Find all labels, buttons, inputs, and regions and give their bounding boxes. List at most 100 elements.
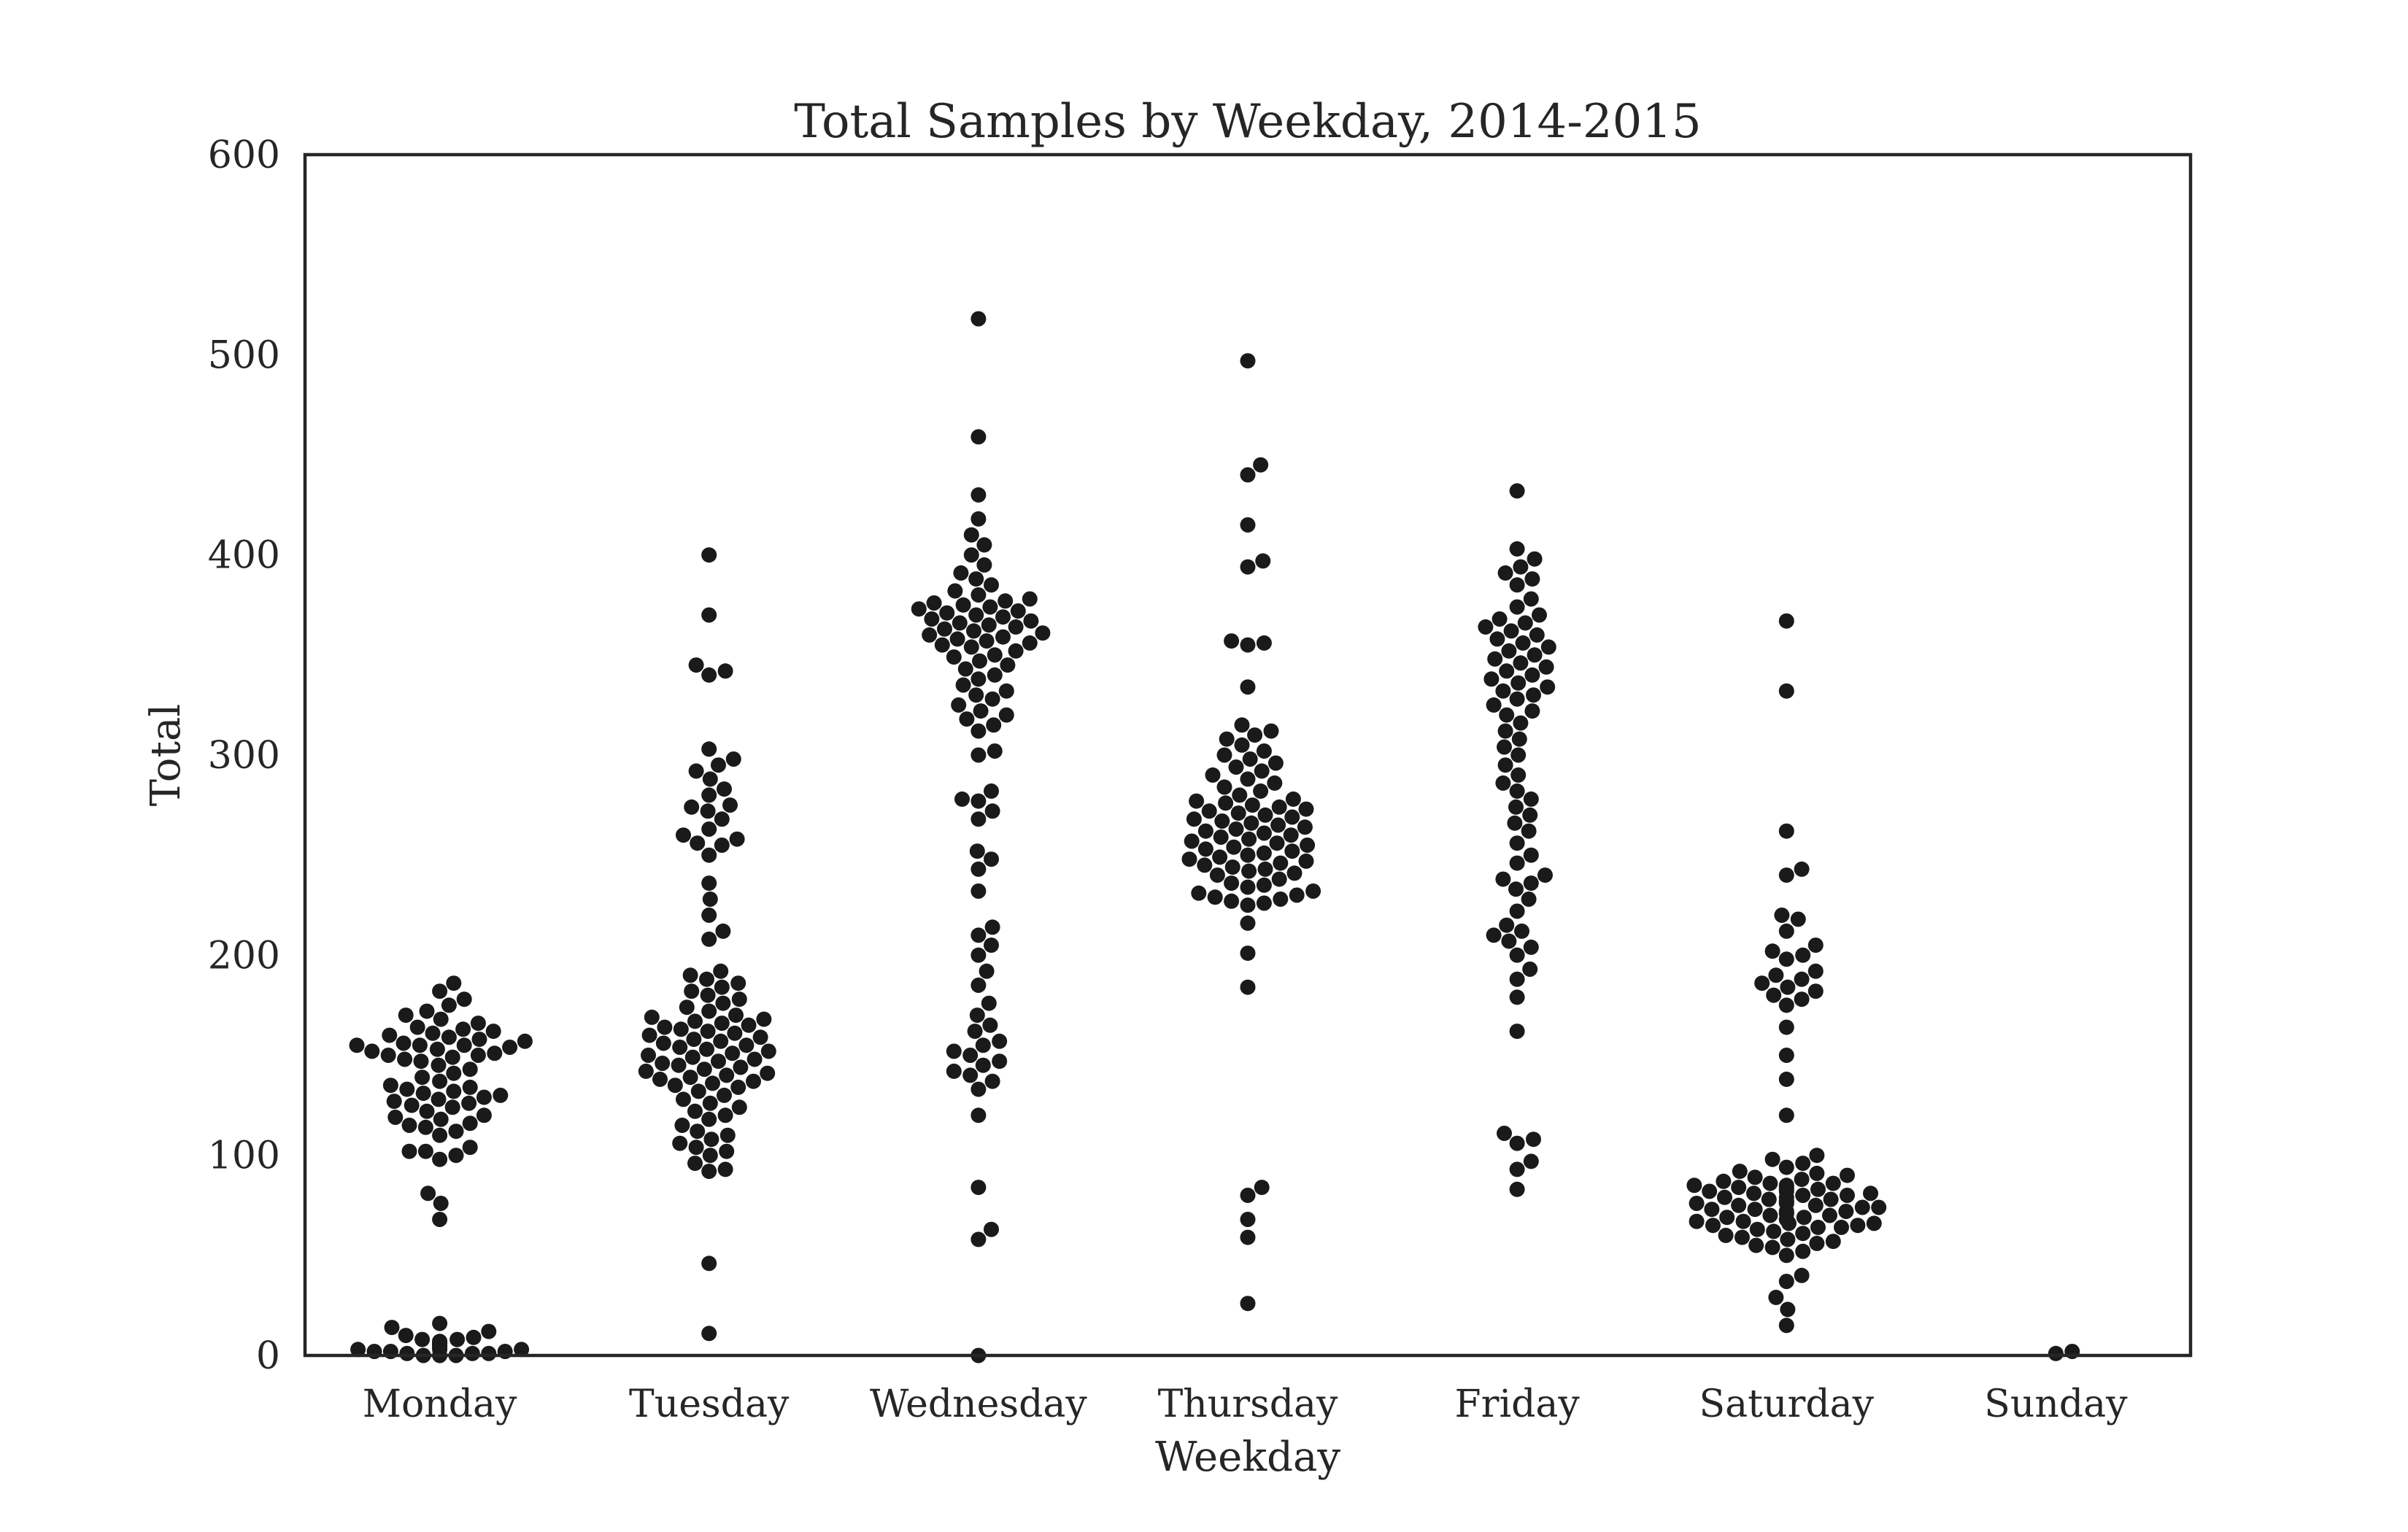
data-point bbox=[470, 1015, 486, 1032]
data-point bbox=[1507, 815, 1523, 831]
data-point bbox=[1495, 683, 1511, 699]
data-point bbox=[701, 931, 717, 947]
data-point bbox=[1834, 1219, 1849, 1235]
data-point bbox=[713, 1033, 729, 1049]
data-point bbox=[1509, 971, 1525, 987]
data-point bbox=[397, 1051, 413, 1067]
data-point bbox=[415, 1086, 431, 1102]
y-tick-label: 400 bbox=[208, 534, 280, 578]
data-point bbox=[674, 1118, 690, 1133]
data-point bbox=[1705, 1218, 1721, 1234]
data-point bbox=[713, 963, 729, 979]
data-point bbox=[1794, 861, 1810, 877]
data-point bbox=[1269, 835, 1285, 851]
data-point bbox=[1794, 971, 1810, 987]
data-point bbox=[1511, 731, 1527, 747]
data-point bbox=[1213, 829, 1229, 845]
data-point bbox=[998, 683, 1014, 699]
data-point bbox=[485, 1024, 501, 1040]
data-point bbox=[684, 799, 700, 815]
data-point bbox=[1495, 775, 1511, 791]
data-point bbox=[1297, 819, 1313, 835]
data-point bbox=[984, 577, 999, 593]
data-point bbox=[433, 1196, 449, 1211]
data-point bbox=[1000, 657, 1016, 673]
data-point bbox=[1263, 723, 1279, 739]
data-point bbox=[399, 1081, 415, 1097]
data-point bbox=[1285, 791, 1301, 807]
data-point bbox=[431, 1057, 447, 1073]
data-point bbox=[1509, 783, 1525, 799]
data-point bbox=[420, 1185, 436, 1202]
data-point bbox=[449, 1331, 466, 1347]
data-point bbox=[701, 1111, 717, 1127]
data-point bbox=[1284, 809, 1300, 825]
data-point bbox=[970, 811, 987, 827]
data-point bbox=[1241, 863, 1257, 879]
data-point bbox=[696, 1061, 712, 1078]
data-point bbox=[702, 1095, 718, 1111]
data-point bbox=[1768, 967, 1784, 983]
data-point bbox=[975, 1037, 991, 1053]
data-point bbox=[984, 919, 1000, 935]
data-point bbox=[1216, 779, 1232, 795]
data-point bbox=[966, 623, 981, 639]
data-point bbox=[1766, 987, 1782, 1003]
data-point bbox=[1521, 823, 1537, 839]
data-point bbox=[1866, 1215, 1882, 1231]
data-point bbox=[655, 1035, 671, 1051]
data-point bbox=[684, 1049, 701, 1065]
data-point bbox=[701, 741, 717, 757]
data-point bbox=[432, 1073, 448, 1089]
data-point bbox=[962, 1067, 979, 1083]
data-point bbox=[954, 791, 970, 807]
data-point bbox=[641, 1027, 657, 1043]
data-point bbox=[1240, 1296, 1256, 1312]
data-point bbox=[1267, 755, 1284, 771]
data-point bbox=[1242, 751, 1258, 767]
data-point bbox=[1731, 1197, 1747, 1213]
data-point bbox=[1240, 915, 1256, 931]
data-point bbox=[1224, 859, 1240, 875]
data-point bbox=[487, 1045, 503, 1061]
data-point bbox=[1257, 861, 1273, 877]
data-point bbox=[972, 653, 987, 669]
data-point bbox=[1191, 885, 1207, 901]
data-point bbox=[1778, 1048, 1794, 1063]
data-point bbox=[1497, 565, 1513, 581]
data-point bbox=[1523, 591, 1539, 607]
data-point bbox=[987, 647, 1003, 663]
data-point bbox=[1008, 643, 1024, 659]
y-tick-label: 0 bbox=[256, 1334, 280, 1378]
data-point bbox=[414, 1331, 431, 1347]
data-point bbox=[419, 1103, 435, 1119]
data-point bbox=[446, 1083, 462, 1099]
data-point bbox=[1790, 911, 1806, 927]
data-point bbox=[1778, 1274, 1794, 1289]
data-points bbox=[349, 311, 2080, 1363]
data-point bbox=[667, 1078, 683, 1094]
data-point bbox=[1840, 1167, 1855, 1183]
data-point bbox=[1778, 1318, 1794, 1334]
data-point bbox=[746, 1051, 763, 1067]
data-point bbox=[638, 1063, 654, 1079]
data-point bbox=[701, 1003, 717, 1019]
data-point bbox=[1778, 997, 1794, 1013]
data-point bbox=[1513, 559, 1529, 575]
data-point bbox=[975, 1057, 991, 1073]
data-point bbox=[1810, 1181, 1826, 1197]
data-point bbox=[1523, 1153, 1539, 1169]
data-point bbox=[733, 1059, 749, 1075]
data-point bbox=[1240, 879, 1256, 895]
data-point bbox=[1497, 1126, 1512, 1141]
data-point bbox=[1795, 1226, 1811, 1242]
data-point bbox=[701, 667, 717, 683]
data-point bbox=[946, 1043, 962, 1059]
data-point bbox=[684, 983, 700, 999]
data-point bbox=[725, 751, 741, 767]
data-point bbox=[432, 1315, 448, 1331]
data-point bbox=[987, 667, 1003, 683]
data-point bbox=[1686, 1177, 1702, 1194]
data-point bbox=[1201, 803, 1217, 819]
data-point bbox=[1515, 635, 1531, 651]
